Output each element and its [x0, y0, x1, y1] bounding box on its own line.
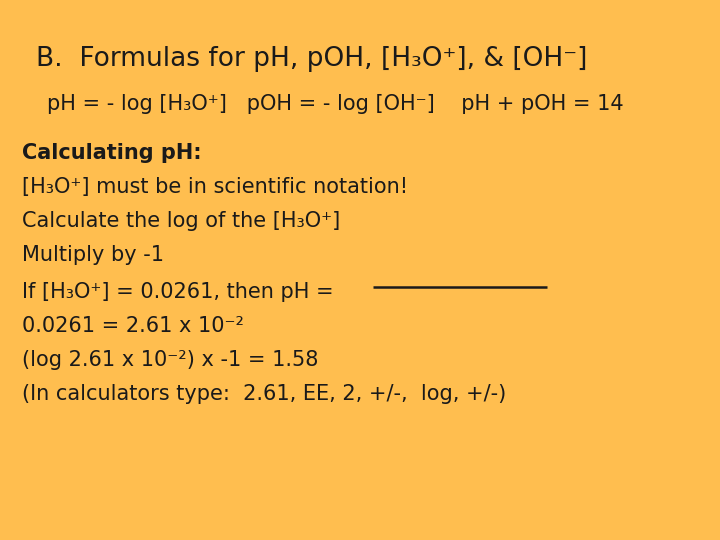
Text: Calculate the log of the [H₃O⁺]: Calculate the log of the [H₃O⁺] [22, 211, 340, 231]
Text: pH = - log [H₃O⁺]   pOH = - log [OH⁻]    pH + pOH = 14: pH = - log [H₃O⁺] pOH = - log [OH⁻] pH +… [47, 94, 624, 114]
Text: B.  Formulas for pH, pOH, [H₃O⁺], & [OH⁻]: B. Formulas for pH, pOH, [H₃O⁺], & [OH⁻] [36, 46, 588, 72]
Text: If [H₃O⁺] = 0.0261, then pH =: If [H₃O⁺] = 0.0261, then pH = [22, 282, 426, 302]
Text: (In calculators type:  2.61, EE, 2, +/-,  log, +/-): (In calculators type: 2.61, EE, 2, +/-, … [22, 384, 506, 404]
Text: Multiply by -1: Multiply by -1 [22, 245, 163, 265]
Text: 0.0261 = 2.61 x 10⁻²: 0.0261 = 2.61 x 10⁻² [22, 316, 243, 336]
Text: Calculating pH:: Calculating pH: [22, 143, 201, 163]
Text: (log 2.61 x 10⁻²) x -1 = 1.58: (log 2.61 x 10⁻²) x -1 = 1.58 [22, 350, 318, 370]
Text: [H₃O⁺] must be in scientific notation!: [H₃O⁺] must be in scientific notation! [22, 177, 408, 197]
